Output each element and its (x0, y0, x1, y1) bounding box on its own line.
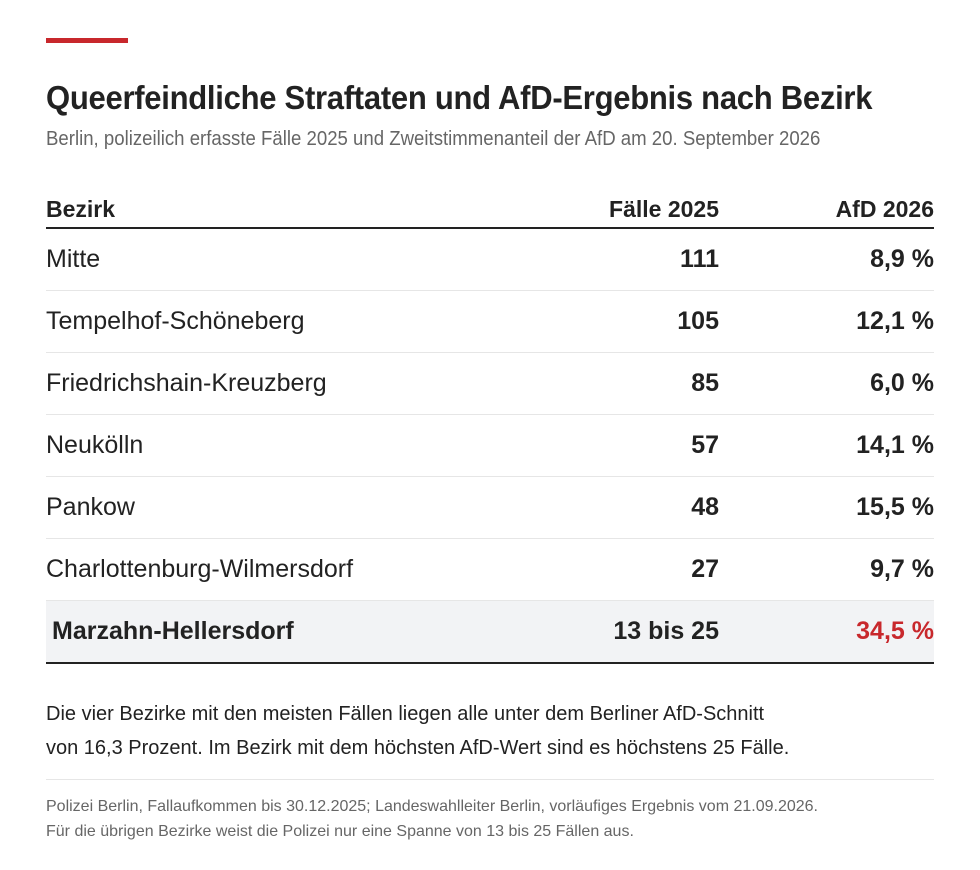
cell-faelle: 13 bis 25 (519, 600, 719, 664)
cell-afd: 15,5 % (719, 476, 934, 539)
source-line: Für die übrigen Bezirke weist die Polize… (46, 823, 634, 840)
cell-bezirk: Neukölln (46, 414, 519, 477)
cell-bezirk: Marzahn-Hellersdorf (46, 600, 519, 664)
cell-bezirk: Tempelhof-Schöneberg (46, 290, 519, 353)
cell-bezirk: Pankow (46, 476, 519, 539)
cell-afd: 6,0 % (719, 352, 934, 415)
page-title: Queerfeindliche Straftaten und AfD-Ergeb… (46, 79, 873, 116)
source-note: Polizei Berlin, Fallaufkommen bis 30.12.… (46, 794, 934, 844)
note-line: von 16,3 Prozent. Im Bezirk mit dem höch… (46, 737, 790, 759)
column-header-afd: AfD 2026 (719, 190, 934, 229)
explanatory-note: Die vier Bezirke mit den meisten Fällen … (46, 697, 934, 780)
table-row: Friedrichshain-Kreuzberg 85 6,0 % (46, 352, 934, 415)
table-row: Mitte 111 8,9 % (46, 228, 934, 291)
note-line: Die vier Bezirke mit den meisten Fällen … (46, 703, 765, 725)
cell-faelle: 57 (519, 414, 719, 477)
cell-afd: 14,1 % (719, 414, 934, 477)
cell-faelle: 27 (519, 538, 719, 601)
cell-bezirk: Charlottenburg-Wilmersdorf (46, 538, 519, 601)
table-row: Pankow 48 15,5 % (46, 476, 934, 539)
column-header-bezirk: Bezirk (46, 190, 519, 229)
page-subtitle: Berlin, polizeilich erfasste Fälle 2025 … (46, 128, 821, 150)
source-line: Polizei Berlin, Fallaufkommen bis 30.12.… (46, 798, 818, 815)
data-table: Bezirk Fälle 2025 AfD 2026 Mitte 111 8,9… (46, 190, 934, 664)
accent-bar (46, 38, 128, 43)
cell-afd: 12,1 % (719, 290, 934, 353)
cell-faelle: 111 (519, 228, 719, 291)
table-header-row: Bezirk Fälle 2025 AfD 2026 (46, 190, 934, 229)
cell-bezirk: Mitte (46, 228, 519, 291)
table-row: Tempelhof-Schöneberg 105 12,1 % (46, 290, 934, 353)
cell-bezirk: Friedrichshain-Kreuzberg (46, 352, 519, 415)
cell-faelle: 105 (519, 290, 719, 353)
table-row-highlighted: Marzahn-Hellersdorf 13 bis 25 34,5 % (46, 600, 934, 664)
table-row: Charlottenburg-Wilmersdorf 27 9,7 % (46, 538, 934, 601)
cell-afd: 9,7 % (719, 538, 934, 601)
article-graphic: Queerfeindliche Straftaten und AfD-Ergeb… (46, 0, 934, 844)
column-header-faelle: Fälle 2025 (519, 190, 719, 229)
cell-afd-highlighted: 34,5 % (719, 600, 934, 664)
cell-afd: 8,9 % (719, 228, 934, 291)
table-row: Neukölln 57 14,1 % (46, 414, 934, 477)
cell-faelle: 48 (519, 476, 719, 539)
cell-faelle: 85 (519, 352, 719, 415)
